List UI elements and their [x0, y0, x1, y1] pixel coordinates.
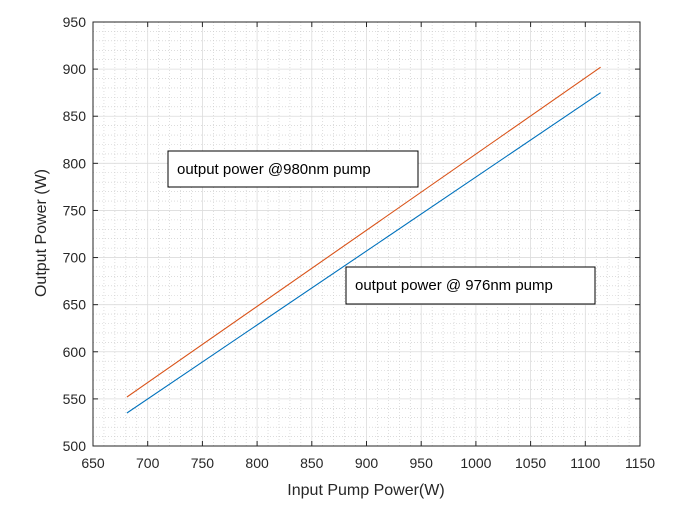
- x-tick-label: 950: [410, 455, 434, 471]
- annotation-976nm-text: output power @ 976nm pump: [355, 277, 553, 294]
- series-line-1: [126, 92, 601, 414]
- series-layer: [126, 66, 601, 414]
- x-tick-label: 1150: [625, 455, 655, 471]
- x-tick-label: 850: [300, 455, 324, 471]
- tick-labels: 650 700 750 800 850 900 950 1000 1050 1100 1150 500…: [63, 14, 656, 471]
- x-tick-label: 650: [81, 455, 105, 471]
- y-tick-label: 850: [63, 108, 87, 124]
- y-tick-label: 800: [63, 155, 87, 171]
- x-tick-label: 1000: [460, 455, 491, 471]
- x-tick-label: 700: [136, 455, 160, 471]
- y-tick-label: 650: [63, 297, 87, 313]
- annotation-980nm-box: [167, 150, 419, 188]
- x-tick-label: 800: [245, 455, 269, 471]
- x-tick-label: 900: [355, 455, 379, 471]
- y-tick-label: 950: [63, 14, 87, 30]
- y-tick-label: 550: [63, 391, 87, 407]
- y-tick-label: 750: [63, 202, 87, 218]
- y-tick-label: 700: [63, 250, 87, 266]
- annotation-976nm-box: [345, 266, 596, 305]
- y-axis-label: Output Power (W): [33, 169, 50, 297]
- tick-marks: [92, 21, 641, 447]
- y-tick-label: 500: [63, 438, 87, 454]
- x-tick-label: 1050: [515, 455, 546, 471]
- y-tick-label: 600: [63, 344, 87, 360]
- series-line-0: [126, 66, 601, 398]
- annotation-980nm: output power @980nm pump: [167, 150, 419, 188]
- x-tick-label: 1100: [570, 455, 600, 471]
- y-tick-label: 900: [63, 61, 87, 77]
- x-tick-label: 750: [191, 455, 215, 471]
- annotation-980nm-text: output power @980nm pump: [177, 161, 371, 178]
- annotation-976nm: output power @ 976nm pump: [345, 266, 596, 305]
- x-axis-label: Input Pump Power(W): [287, 482, 444, 499]
